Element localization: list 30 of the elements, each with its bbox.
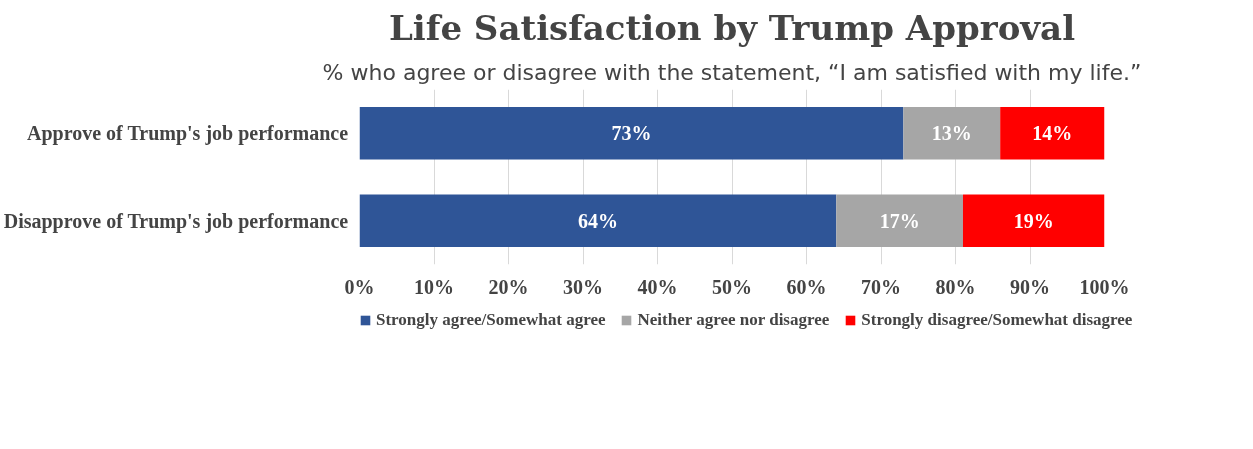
x-tick-label: 100% [1079, 275, 1130, 298]
x-tick-label: 30% [563, 275, 603, 298]
x-tick-label: 60% [786, 275, 827, 298]
bar [1000, 107, 1105, 160]
x-tick-label: 90% [1010, 275, 1050, 298]
bar [903, 107, 1001, 160]
data-label: 73% [611, 122, 652, 145]
x-tick-label: 0% [344, 275, 375, 298]
y-tick-label: Disapprove of Trump's job performance [3, 209, 349, 233]
bar [962, 194, 1105, 247]
x-tick-label: 50% [712, 275, 752, 298]
bar [359, 194, 837, 247]
x-tick-label: 70% [861, 275, 901, 298]
bar [359, 107, 904, 160]
data-label: 17% [879, 209, 920, 232]
chart-subtitle: % who agree or disagree with the statement, “I am satisfied with my life.” [322, 59, 1142, 85]
data-label: 64% [577, 209, 618, 232]
x-tick-label: 20% [488, 275, 529, 298]
legend-label: Strongly disagree/Somewhat disagree [861, 310, 1133, 330]
chart-title: Life Satisfaction by Trump Approval [388, 7, 1076, 48]
data-label: 13% [931, 122, 972, 145]
x-tick-label: 80% [935, 275, 976, 298]
bar [836, 194, 963, 247]
y-tick-label: Approve of Trump's job performance [27, 122, 349, 146]
data-label: 14% [1032, 122, 1073, 145]
data-label: 19% [1013, 209, 1054, 232]
legend-label: Strongly agree/Somewhat agree [376, 310, 606, 330]
legend-label: Neither agree nor disagree [637, 310, 830, 330]
x-tick-label: 40% [637, 275, 678, 298]
x-tick-label: 10% [414, 275, 454, 298]
